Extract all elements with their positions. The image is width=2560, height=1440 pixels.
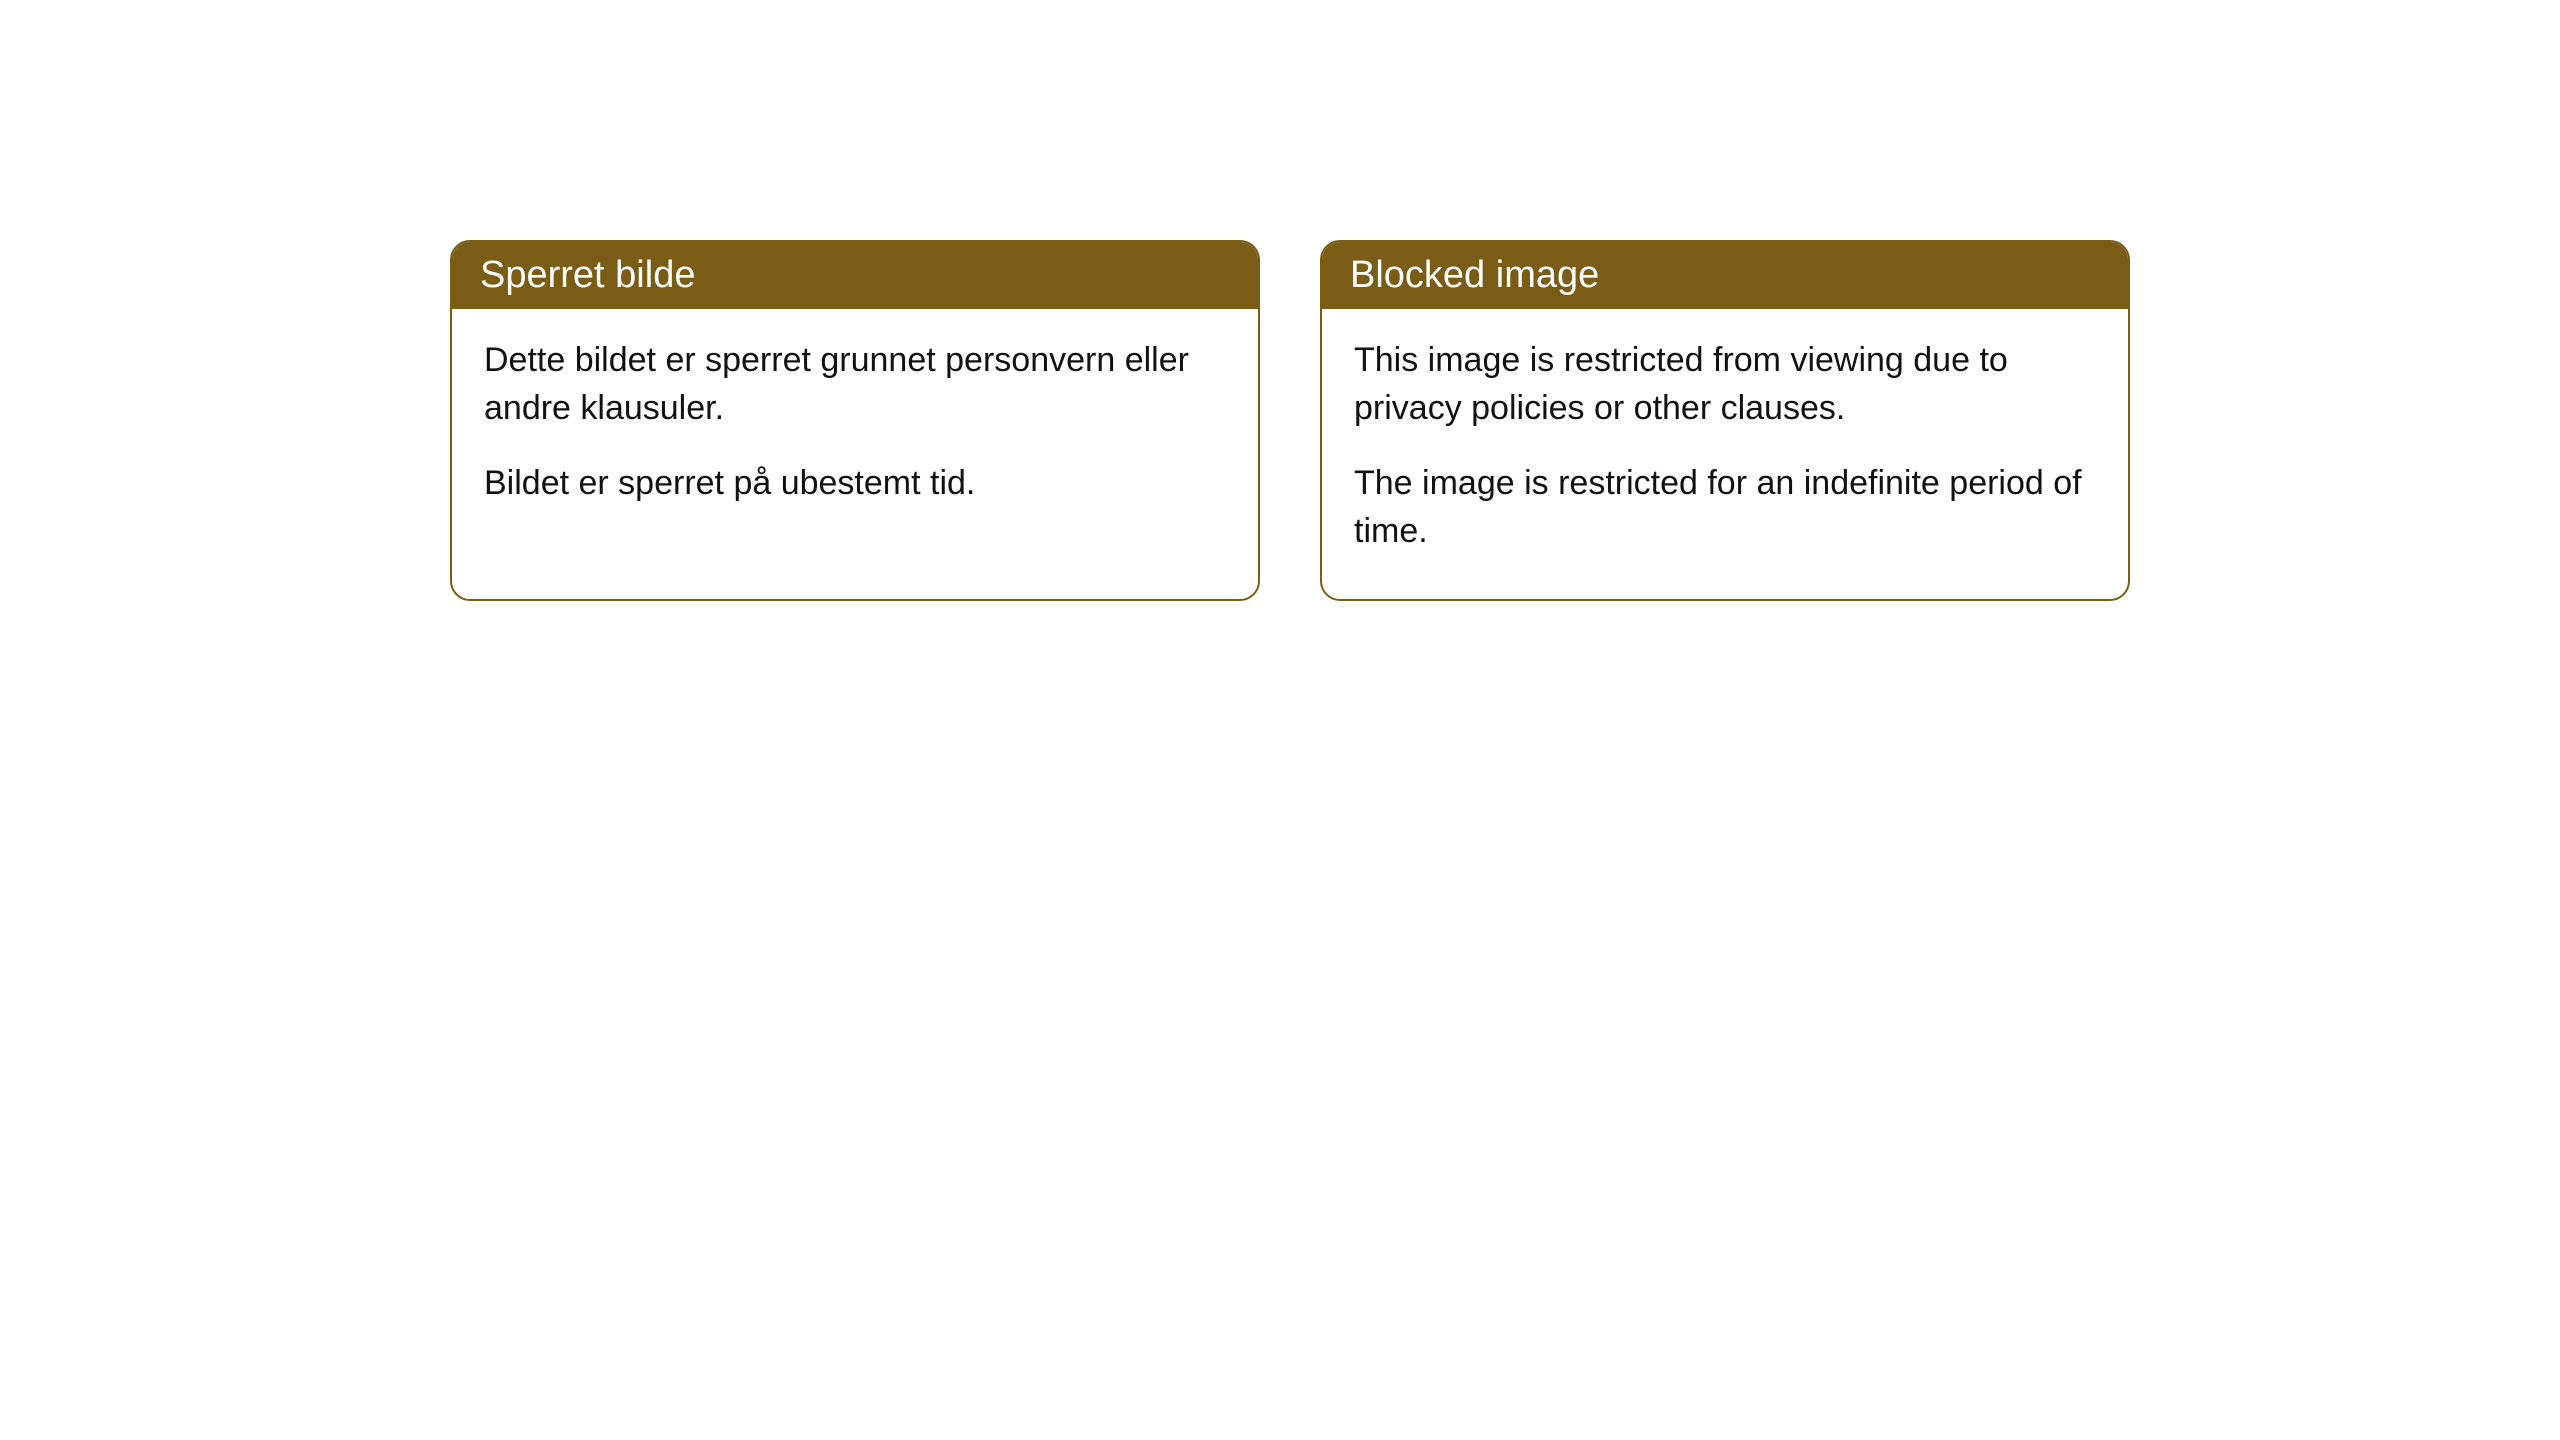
card-text-english-1: This image is restricted from viewing du… — [1354, 337, 2096, 432]
card-text-norwegian-1: Dette bildet er sperret grunnet personve… — [484, 337, 1226, 432]
card-body-english: This image is restricted from viewing du… — [1322, 309, 2128, 599]
card-header-norwegian: Sperret bilde — [452, 242, 1258, 309]
card-header-english: Blocked image — [1322, 242, 2128, 309]
card-text-english-2: The image is restricted for an indefinit… — [1354, 460, 2096, 555]
card-text-norwegian-2: Bildet er sperret på ubestemt tid. — [484, 460, 1226, 508]
notice-cards-container: Sperret bilde Dette bildet er sperret gr… — [450, 240, 2130, 601]
card-body-norwegian: Dette bildet er sperret grunnet personve… — [452, 309, 1258, 552]
blocked-image-card-english: Blocked image This image is restricted f… — [1320, 240, 2130, 601]
blocked-image-card-norwegian: Sperret bilde Dette bildet er sperret gr… — [450, 240, 1260, 601]
